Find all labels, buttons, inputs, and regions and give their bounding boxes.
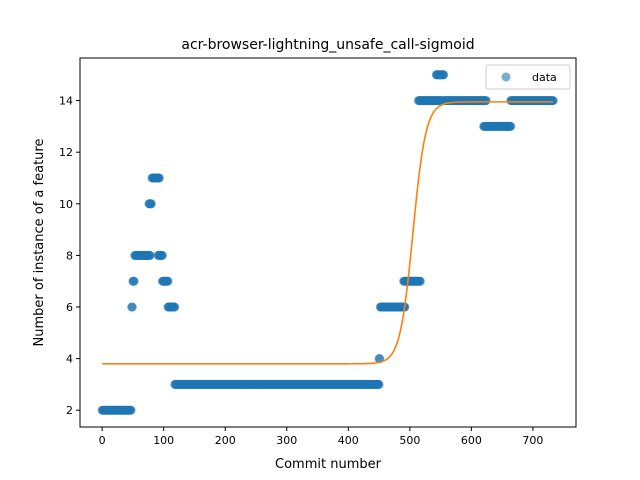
data-point [154, 173, 164, 183]
chart-title: acr-browser-lightning_unsafe_call-sigmoi… [181, 37, 474, 53]
data-point [374, 379, 384, 389]
legend-box [485, 64, 571, 90]
data-point [481, 96, 491, 106]
y-tick-label: 2 [66, 404, 73, 417]
legend-label-data: data [532, 71, 557, 84]
legend-marker-data [501, 72, 511, 82]
fit-line [102, 101, 554, 365]
x-axis: 0 100 200 300 400 500 600 700 [99, 427, 543, 447]
x-tick-label: 600 [461, 434, 482, 447]
x-tick-label: 100 [153, 434, 174, 447]
y-tick-label: 6 [66, 301, 73, 314]
y-axis: 2 4 6 8 10 12 14 [59, 95, 80, 417]
data-point [146, 199, 156, 209]
x-tick-label: 200 [215, 434, 236, 447]
y-tick-label: 4 [66, 353, 73, 366]
data-point [127, 302, 137, 312]
y-tick-label: 14 [59, 95, 73, 108]
data-point [548, 96, 558, 106]
data-point [157, 250, 167, 260]
plot-frame [79, 57, 577, 428]
y-tick-label: 12 [59, 146, 73, 159]
series-fit-line [102, 101, 554, 365]
legend: data [485, 64, 571, 90]
y-tick-label: 10 [59, 198, 73, 211]
x-axis-label: Commit number [275, 457, 382, 472]
data-point [126, 405, 136, 415]
x-tick-label: 0 [99, 434, 106, 447]
data-point [506, 121, 516, 131]
data-point [163, 276, 173, 286]
series-data [97, 70, 558, 415]
data-point [170, 302, 180, 312]
y-tick-label: 8 [66, 249, 73, 262]
plot-area [79, 57, 577, 428]
data-point [439, 70, 449, 80]
data-point [145, 250, 155, 260]
x-tick-label: 500 [399, 434, 420, 447]
data-point [129, 276, 139, 286]
y-axis-label: Number of instance of a feature [32, 139, 47, 347]
data-point [415, 276, 425, 286]
x-tick-label: 700 [522, 434, 543, 447]
x-tick-label: 400 [338, 434, 359, 447]
x-tick-label: 300 [276, 434, 297, 447]
